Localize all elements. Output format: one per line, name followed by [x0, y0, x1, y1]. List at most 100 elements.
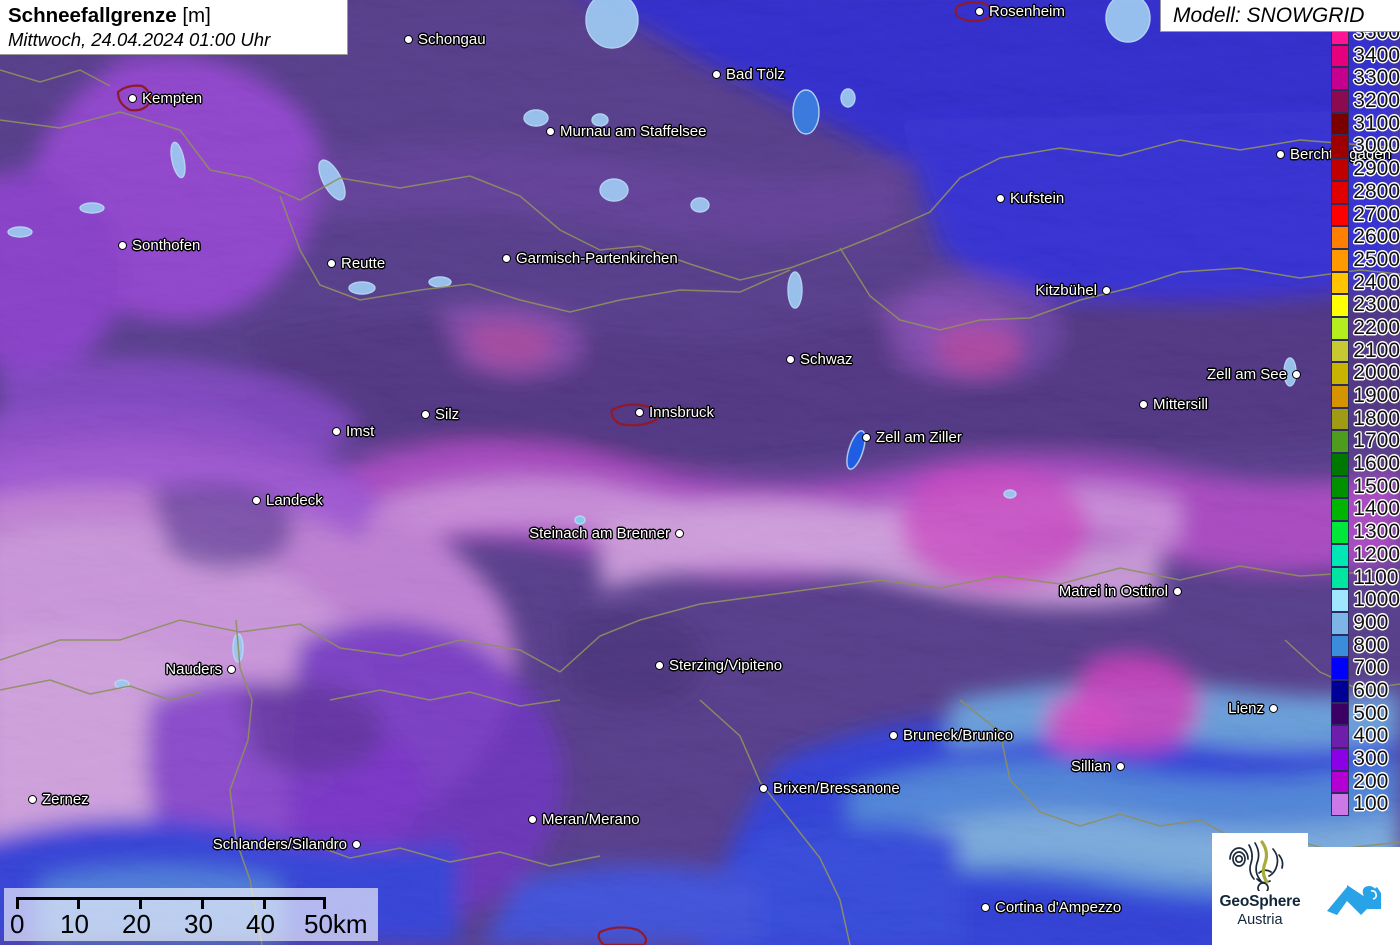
legend-swatch: [1331, 793, 1350, 817]
legend-swatch: [1331, 339, 1350, 363]
legend-row[interactable]: 900: [1326, 611, 1400, 635]
scale-tick-10: [77, 897, 80, 909]
geosphere-austria-logo: GeoSphere Austria: [1212, 833, 1308, 945]
city-name: Bruneck/Brunico: [903, 727, 1014, 744]
legend-label: 3400: [1353, 43, 1400, 67]
city-label[interactable]: Zell am See: [0, 366, 1301, 383]
legend-colorbar[interactable]: 3500 3400 3300 3200 3100 3000 2900 2800 2700 2600…: [1326, 21, 1400, 817]
legend-row[interactable]: 200: [1326, 770, 1400, 794]
city-label[interactable]: Cortina d'Ampezzo: [981, 899, 1121, 916]
city-name: Sterzing/Vipiteno: [669, 657, 783, 674]
legend-swatch: [1331, 475, 1350, 499]
city-label[interactable]: Sillian: [0, 758, 1125, 775]
legend-row[interactable]: 1000: [1326, 588, 1400, 612]
city-label[interactable]: Landeck: [252, 492, 323, 509]
city-label[interactable]: Schlanders/Silandro: [0, 836, 361, 853]
legend-row[interactable]: 1400: [1326, 498, 1400, 522]
city-label[interactable]: Lienz: [0, 700, 1278, 717]
legend-row[interactable]: 3000: [1326, 135, 1400, 159]
city-label[interactable]: Meran/Merano: [528, 811, 640, 828]
city-label[interactable]: Schwaz: [786, 351, 853, 368]
legend-row[interactable]: 2200: [1326, 315, 1400, 340]
legend-swatch: [1331, 112, 1350, 136]
city-label[interactable]: Nauders: [0, 661, 236, 678]
city-label[interactable]: Sterzing/Vipiteno: [655, 657, 782, 674]
legend-swatch: [1331, 362, 1350, 385]
city-label[interactable]: Imst: [332, 423, 374, 440]
legend-row[interactable]: 800: [1326, 634, 1400, 658]
legend-label: 700: [1353, 656, 1389, 680]
scale-tick-0: [16, 897, 19, 909]
city-label[interactable]: Mittersill: [1139, 396, 1208, 413]
legend-row[interactable]: 1900: [1326, 384, 1400, 408]
legend-row[interactable]: 500: [1326, 701, 1400, 726]
city-label[interactable]: Schongau: [404, 31, 486, 48]
legend-row[interactable]: 1200: [1326, 543, 1400, 567]
city-name: Bad Tölz: [726, 66, 785, 83]
legend-row[interactable]: 1100: [1326, 566, 1400, 590]
city-name: Silz: [435, 406, 460, 423]
legend-label: 2400: [1353, 270, 1400, 294]
legend-row[interactable]: 1500: [1326, 475, 1400, 499]
city-label[interactable]: Kempten: [128, 90, 202, 107]
city-label[interactable]: Zell am Ziller: [862, 429, 962, 446]
city-label[interactable]: Zernez: [28, 791, 89, 808]
city-name: Nauders: [165, 661, 222, 678]
city-name: Murnau am Staffelsee: [560, 123, 707, 140]
legend-label: 500: [1353, 701, 1389, 725]
legend-row[interactable]: 1700: [1326, 430, 1400, 454]
city-label[interactable]: Innsbruck: [635, 404, 714, 421]
city-marker-dot: [327, 259, 336, 268]
legend-row[interactable]: 400: [1326, 725, 1400, 748]
legend-row[interactable]: 3400: [1326, 43, 1400, 68]
city-label[interactable]: Garmisch-Partenkirchen: [502, 250, 678, 267]
city-name: Sonthofen: [132, 237, 201, 254]
legend-row[interactable]: 700: [1326, 657, 1400, 680]
city-label[interactable]: Sonthofen: [118, 237, 200, 254]
city-label[interactable]: Kufstein: [996, 190, 1064, 207]
legend-row[interactable]: 300: [1326, 747, 1400, 771]
city-marker-dot: [862, 433, 871, 442]
city-label[interactable]: Reutte: [327, 255, 385, 272]
legend-row[interactable]: 2800: [1326, 180, 1400, 204]
city-label[interactable]: Brixen/Bressanone: [759, 780, 900, 797]
city-label[interactable]: Murnau am Staffelsee: [546, 123, 706, 140]
scale-bar: 0 10 20 30 40 50km: [4, 888, 378, 941]
legend-row[interactable]: 2500: [1326, 248, 1400, 272]
legend-row[interactable]: 1600: [1326, 452, 1400, 476]
legend-row[interactable]: 2600: [1326, 225, 1400, 249]
city-marker-dot: [786, 355, 795, 364]
legend-row[interactable]: 3100: [1326, 112, 1400, 136]
legend-row[interactable]: 3300: [1326, 67, 1400, 91]
legend-row[interactable]: 600: [1326, 679, 1400, 703]
geosphere-logo-line2: Austria: [1237, 912, 1283, 928]
scale-label: 0: [10, 909, 25, 939]
legend-row[interactable]: 2100: [1326, 339, 1400, 363]
city-label[interactable]: Steinach am Brenner: [0, 525, 684, 542]
legend-swatch: [1331, 498, 1350, 522]
page-title-main: Schneefallgrenze: [8, 4, 177, 27]
legend-row[interactable]: 2300: [1326, 294, 1400, 317]
legend-swatch: [1331, 180, 1350, 204]
legend-row[interactable]: 2000: [1326, 362, 1400, 385]
city-label[interactable]: Rosenheim: [975, 3, 1065, 20]
legend-row[interactable]: 100: [1326, 793, 1400, 817]
legend-swatch: [1331, 226, 1350, 249]
legend-swatch: [1331, 316, 1350, 340]
city-label[interactable]: Bad Tölz: [712, 66, 785, 83]
city-label[interactable]: Bruneck/Brunico: [889, 727, 1013, 744]
city-label[interactable]: Matrei in Osttirol: [0, 583, 1182, 600]
legend-label: 2200: [1353, 315, 1400, 339]
city-marker-dot: [712, 70, 721, 79]
legend-row[interactable]: 1300: [1326, 520, 1400, 544]
legend-row[interactable]: 2700: [1326, 203, 1400, 227]
legend-row[interactable]: 2900: [1326, 157, 1400, 181]
legend-row[interactable]: 1800: [1326, 407, 1400, 431]
legend-row[interactable]: 3200: [1326, 89, 1400, 113]
city-label[interactable]: Kitzbühel: [0, 282, 1111, 299]
city-label[interactable]: Silz: [421, 406, 459, 423]
city-name: Matrei in Osttirol: [1058, 583, 1168, 600]
city-name: Garmisch-Partenkirchen: [516, 250, 678, 267]
legend-row[interactable]: 2400: [1326, 270, 1400, 295]
